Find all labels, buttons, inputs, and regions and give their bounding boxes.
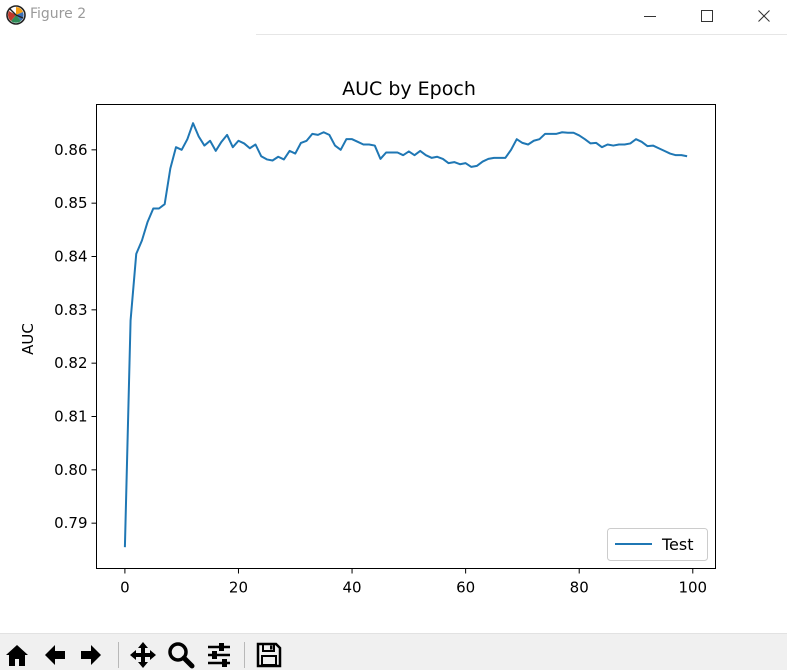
legend-label-test: Test: [661, 535, 694, 554]
y-tick-label: 0.85: [54, 194, 87, 212]
back-button[interactable]: [40, 640, 70, 670]
home-button[interactable]: [2, 640, 32, 670]
y-axis-label: AUC: [19, 323, 37, 355]
maximize-button[interactable]: [680, 0, 734, 32]
toolbar-separator: [244, 642, 245, 668]
close-button[interactable]: [737, 0, 787, 32]
close-icon: [758, 10, 770, 22]
zoom-icon: [168, 642, 195, 669]
y-tick-label: 0.83: [54, 301, 87, 319]
matplotlib-logo-icon: [6, 5, 26, 25]
x-tick-label: 20: [229, 579, 248, 597]
title-bar: Figure 2: [0, 0, 787, 32]
legend-box: [607, 528, 708, 561]
y-tick-label: 0.82: [54, 354, 87, 372]
x-tick-label: 0: [120, 579, 130, 597]
y-tick-label: 0.79: [54, 514, 87, 532]
back-arrow-icon: [45, 645, 65, 665]
y-axis-ticks: 0.79 0.80 0.81 0.82 0.83 0.84 0.85 0.86: [54, 141, 97, 532]
y-tick-label: 0.81: [54, 408, 87, 426]
x-tick-label: 60: [456, 579, 475, 597]
minimize-icon: [644, 16, 656, 17]
save-icon: [256, 642, 282, 668]
pan-button[interactable]: [128, 640, 158, 670]
x-tick-label: 100: [678, 579, 707, 597]
title-bar-divider: [256, 34, 787, 35]
legend: Test: [607, 528, 708, 561]
y-tick-label: 0.84: [54, 248, 87, 266]
navigation-toolbar: [0, 633, 787, 670]
plot-frame: [96, 104, 716, 569]
minimize-button[interactable]: [623, 0, 677, 32]
toolbar-separator: [118, 642, 119, 668]
series-line-test: [123, 122, 688, 548]
home-icon: [6, 645, 28, 666]
chart-title: AUC by Epoch: [342, 78, 476, 100]
save-button[interactable]: [254, 640, 284, 670]
zoom-button[interactable]: [166, 640, 196, 670]
x-axis-ticks: 0 20 40 60 80 100: [120, 568, 707, 597]
forward-arrow-icon: [81, 645, 101, 665]
x-tick-label: 40: [343, 579, 362, 597]
pan-icon: [130, 642, 156, 668]
y-tick-label: 0.80: [54, 461, 87, 479]
configure-subplots-icon: [208, 643, 230, 667]
x-tick-label: 80: [570, 579, 589, 597]
y-tick-label: 0.86: [54, 141, 87, 159]
maximize-icon: [701, 10, 713, 22]
window-title: Figure 2: [30, 6, 87, 22]
chart-figure[interactable]: AUC by Epoch AUC 0.79 0.80 0.81 0.82 0.83 0.8…: [0, 36, 787, 632]
configure-subplots-button[interactable]: [204, 640, 234, 670]
forward-button[interactable]: [76, 640, 106, 670]
